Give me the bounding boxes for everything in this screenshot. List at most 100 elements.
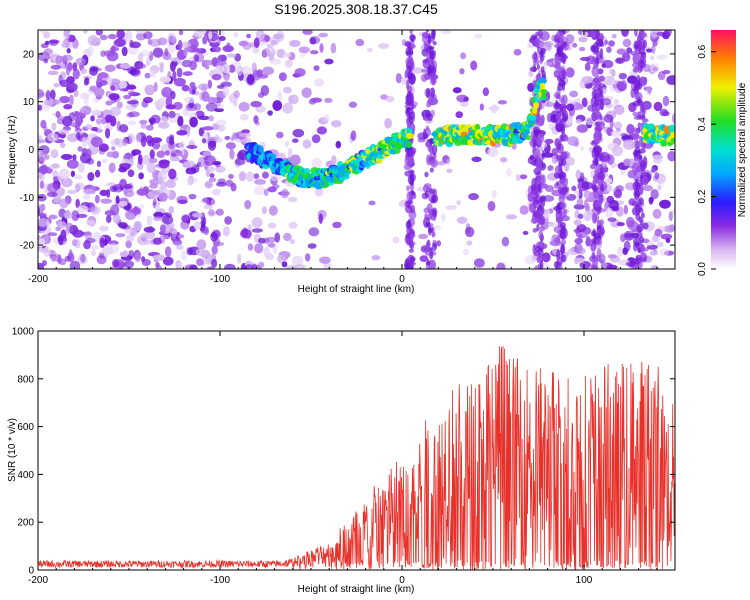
- noise-cell: [316, 126, 328, 135]
- noise-cell: [488, 105, 500, 111]
- noise-cell: [538, 230, 544, 240]
- noise-cell: [172, 239, 183, 246]
- noise-cell: [138, 204, 145, 210]
- noise-cell: [168, 168, 177, 180]
- noise-cell: [247, 224, 252, 231]
- noise-cell: [164, 246, 172, 258]
- noise-cell: [140, 232, 148, 239]
- noise-cell: [592, 105, 599, 117]
- noise-cell: [91, 109, 102, 117]
- noise-cell: [608, 68, 614, 76]
- noise-cell: [47, 182, 59, 193]
- noise-cell: [404, 259, 411, 268]
- noise-cell: [90, 245, 100, 250]
- noise-cell: [422, 59, 429, 64]
- noise-cell: [455, 111, 464, 119]
- noise-cell: [77, 162, 85, 173]
- colorbar-tick-label: 0.0: [697, 262, 708, 276]
- noise-cell: [129, 228, 138, 237]
- noise-cell: [626, 216, 635, 228]
- noise-cell: [123, 260, 134, 269]
- colorbar-ticks: 0.0 0.2 0.4 0.6: [697, 44, 716, 276]
- noise-cell: [594, 254, 602, 262]
- noise-cell: [576, 223, 587, 233]
- noise-cell: [660, 233, 673, 240]
- noise-cell: [109, 78, 121, 85]
- noise-cell: [642, 222, 649, 230]
- noise-cell: [38, 88, 45, 99]
- noise-cell: [251, 217, 263, 228]
- noise-cell: [172, 70, 177, 82]
- noise-cell: [206, 266, 215, 269]
- noise-cell: [176, 67, 183, 78]
- noise-cell: [553, 101, 561, 109]
- noise-cell: [601, 262, 608, 269]
- noise-cell: [203, 203, 213, 210]
- noise-cell: [176, 130, 188, 136]
- noise-cell: [466, 240, 473, 246]
- noise-cell: [636, 223, 644, 233]
- noise-cell: [590, 242, 597, 252]
- noise-cell: [135, 132, 142, 144]
- noise-cell: [577, 233, 583, 241]
- noise-cell: [73, 174, 83, 180]
- noise-cell: [605, 178, 613, 184]
- noise-cell: [119, 124, 129, 133]
- snr-series-line: [38, 345, 675, 570]
- noise-cell: [311, 157, 323, 169]
- noise-cell: [40, 119, 47, 129]
- noise-cell: [50, 64, 62, 70]
- noise-cell: [318, 213, 323, 224]
- noise-cell: [66, 159, 79, 169]
- noise-cell: [654, 228, 663, 237]
- noise-cell: [165, 104, 176, 110]
- noise-cell: [656, 241, 664, 248]
- noise-cell: [576, 198, 584, 206]
- noise-cell: [196, 258, 205, 266]
- noise-cell: [129, 39, 134, 48]
- noise-cell: [146, 162, 156, 174]
- noise-cell: [217, 125, 226, 132]
- noise-cell: [281, 261, 288, 268]
- noise-cell: [272, 100, 283, 111]
- noise-cell: [429, 60, 435, 69]
- noise-cell: [39, 180, 45, 189]
- noise-cell: [268, 205, 278, 216]
- noise-cell: [607, 254, 618, 259]
- noise-cell: [46, 191, 58, 198]
- noise-cell: [176, 261, 184, 269]
- noise-cell: [127, 120, 137, 126]
- noise-cell: [181, 214, 191, 223]
- noise-cell: [405, 56, 413, 67]
- noise-cell: [202, 126, 214, 131]
- noise-cell: [429, 145, 434, 156]
- noise-cell: [177, 199, 188, 204]
- top-ytick-label: 20: [23, 49, 35, 60]
- noise-cell: [463, 96, 469, 102]
- noise-cell: [565, 34, 575, 44]
- noise-cell: [76, 205, 89, 213]
- noise-cell: [622, 139, 635, 150]
- colorbar-tick-label: 0.2: [697, 189, 708, 203]
- noise-cell: [556, 154, 563, 160]
- noise-cell: [115, 233, 126, 238]
- noise-cell: [118, 222, 128, 229]
- noise-cell: [612, 145, 624, 157]
- noise-cell: [38, 172, 43, 180]
- noise-cell: [99, 34, 108, 41]
- noise-cell: [637, 59, 644, 72]
- noise-cell: [634, 30, 638, 37]
- noise-cell: [239, 113, 249, 121]
- noise-cell: [126, 85, 137, 90]
- noise-cell: [40, 30, 45, 34]
- noise-cell: [602, 59, 614, 69]
- noise-cell: [170, 149, 183, 157]
- ridge-cell: [533, 102, 540, 107]
- noise-cell: [142, 186, 149, 192]
- top-xlabel: Height of straight line (km): [298, 284, 415, 295]
- noise-cell: [560, 221, 566, 229]
- noise-cell: [264, 35, 271, 43]
- noise-cell: [55, 55, 63, 66]
- noise-cell: [96, 255, 107, 265]
- noise-cell: [519, 174, 528, 180]
